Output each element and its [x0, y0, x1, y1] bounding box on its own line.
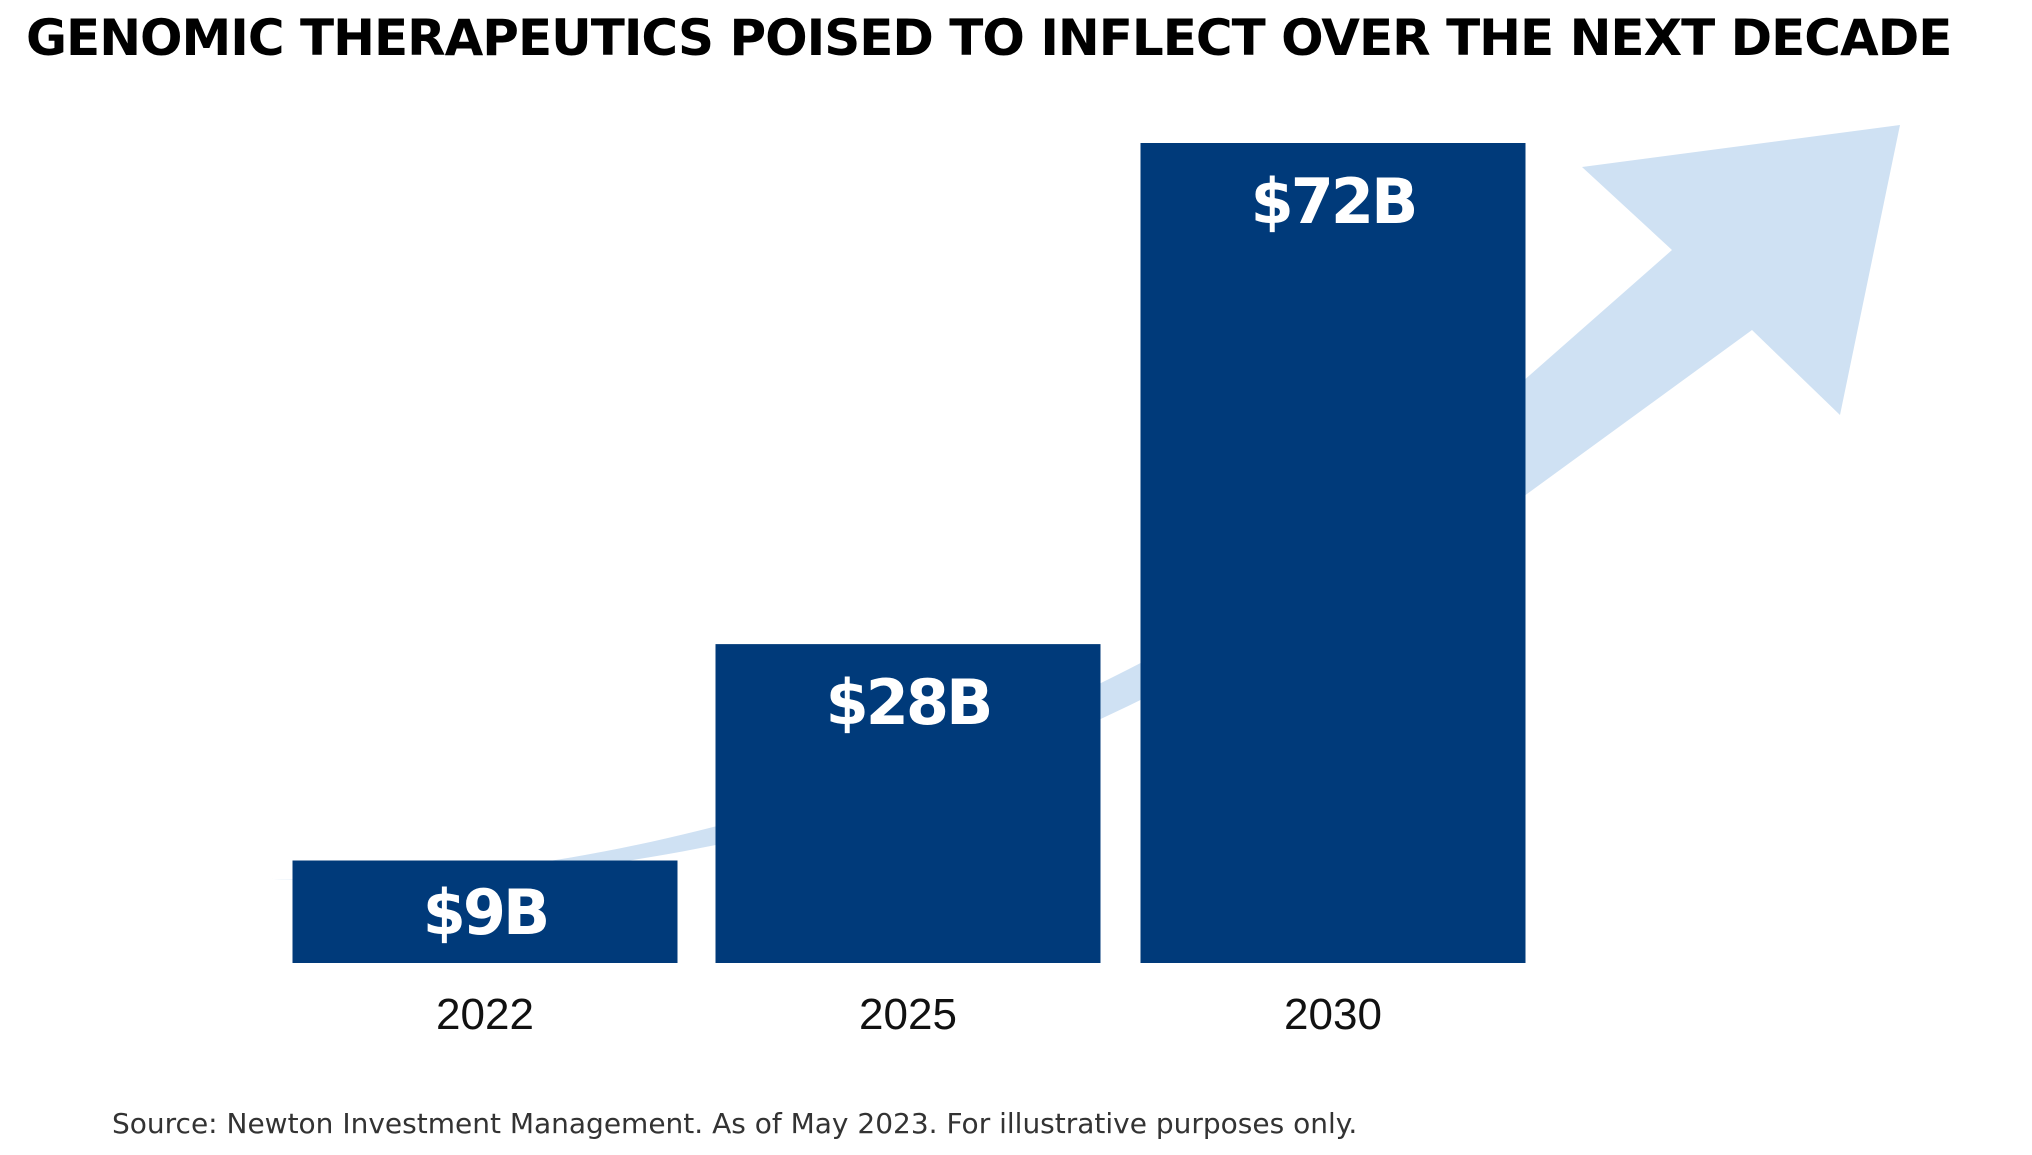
- value-label-2022: $9B: [423, 876, 548, 949]
- x-tick-label-2030: 2030: [1284, 990, 1382, 1039]
- bar-2030: [1140, 143, 1526, 963]
- bar-2022: [292, 860, 678, 963]
- source-note: Source: Newton Investment Management. As…: [112, 1107, 1358, 1140]
- value-label-2030: $72B: [1251, 165, 1416, 238]
- value-label-2025: $28B: [826, 666, 991, 739]
- x-tick-label-2025: 2025: [859, 990, 957, 1039]
- x-tick-label-2022: 2022: [436, 990, 534, 1039]
- bars: $9B 2022 $28B 2025 $72B 2030: [292, 143, 1526, 1039]
- bar-2025: [715, 644, 1101, 963]
- chart-title: GENOMIC THERAPEUTICS POISED TO INFLECT O…: [26, 9, 1952, 67]
